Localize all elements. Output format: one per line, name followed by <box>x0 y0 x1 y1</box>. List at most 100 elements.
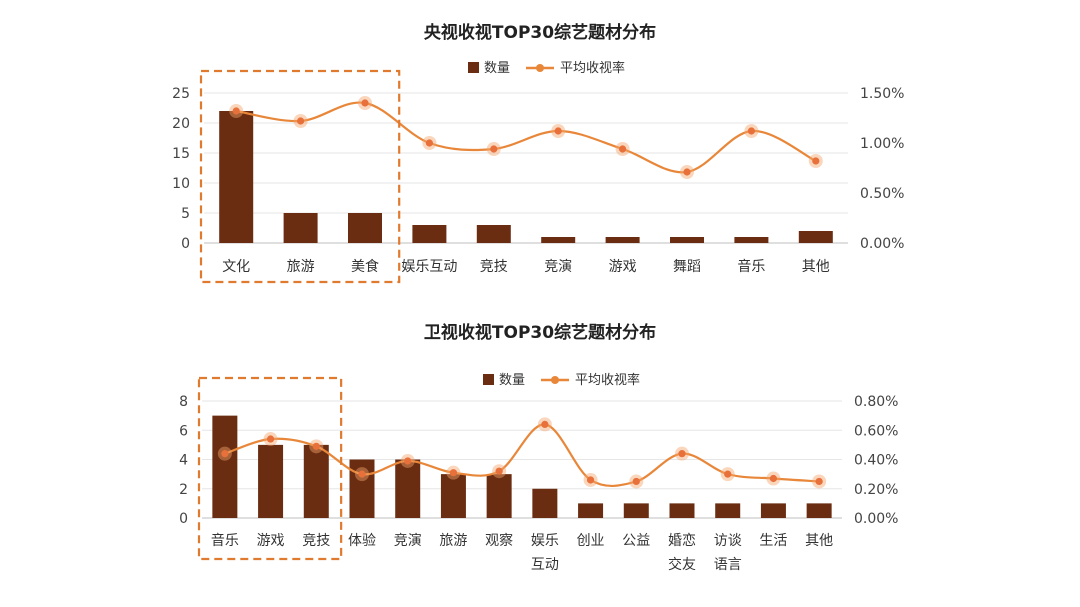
y-tick-label: 20 <box>172 116 190 132</box>
category-label: 美食 <box>351 258 379 275</box>
legend-swatch-marker <box>536 64 544 72</box>
category-label: 生活 <box>759 533 787 549</box>
y2-tick-label: 0.50% <box>860 186 904 202</box>
rating-point-10 <box>812 157 820 165</box>
category-label: 舞蹈 <box>673 259 701 275</box>
bar-8 <box>670 237 704 243</box>
rating-point-3 <box>312 442 320 450</box>
legend-label-bar: 数量 <box>499 373 525 388</box>
y-tick-label: 15 <box>172 146 190 162</box>
bar-1 <box>212 415 238 518</box>
rating-line <box>224 423 820 488</box>
y-tick-label: 0 <box>179 511 188 527</box>
rating-point-6 <box>449 469 458 477</box>
bar-5 <box>395 459 421 518</box>
category-label: 娱乐 <box>531 533 559 549</box>
legend-label-line: 平均收视率 <box>575 372 640 388</box>
rating-point-13 <box>769 474 778 483</box>
y2-tick-label: 1.00% <box>860 136 904 152</box>
category-label: 其他 <box>805 533 833 549</box>
bar-3 <box>348 213 382 243</box>
bar-6 <box>541 237 576 243</box>
legend-swatch-bar <box>468 62 479 73</box>
y-tick-label: 6 <box>179 423 188 439</box>
category-label: 文化 <box>222 259 250 275</box>
y-axis-left: 0 5 10 15 20 25 <box>172 86 190 252</box>
rating-point-7 <box>619 145 627 153</box>
rating-point-8 <box>683 168 691 176</box>
rating-point-4 <box>425 139 433 147</box>
bar-7 <box>605 237 640 243</box>
category-label: 公益 <box>622 533 650 549</box>
category-label: 竞技 <box>480 258 508 275</box>
rating-point-1 <box>232 107 240 115</box>
y-tick-label: 0 <box>181 236 190 252</box>
highlight-box <box>199 69 401 284</box>
bar-9 <box>734 237 769 243</box>
category-label: 竞技 <box>302 532 330 549</box>
category-label: 创业 <box>577 533 605 549</box>
y2-tick-label: 1.50% <box>860 86 904 102</box>
y-axis-right: 0.00% 0.50% 1.00% 1.50% <box>860 86 904 252</box>
y-tick-label: 2 <box>179 482 188 498</box>
category-label: 互动 <box>531 557 559 573</box>
category-label: 音乐 <box>211 532 239 549</box>
category-label: 交友 <box>668 556 696 573</box>
y2-tick-label: 0.80% <box>854 394 898 410</box>
y2-tick-label: 0.00% <box>860 236 904 252</box>
legend: 数量 平均收视率 <box>483 372 640 388</box>
bar-12 <box>715 503 741 518</box>
category-label: 旅游 <box>439 533 467 549</box>
rating-point-2 <box>266 435 275 443</box>
rating-point-4 <box>358 470 366 478</box>
rating-point-9 <box>747 127 756 135</box>
rating-point-2 <box>297 117 305 125</box>
y2-tick-label: 0.00% <box>854 511 898 527</box>
rating-point-6 <box>554 127 562 135</box>
category-label: 旅游 <box>287 259 315 275</box>
bar-9 <box>578 503 604 518</box>
line-series <box>229 96 823 179</box>
chart-title: 卫视收视TOP30综艺题材分布 <box>424 322 656 343</box>
category-label: 体验 <box>348 533 376 549</box>
x-axis-labels: 文化 旅游 美食 娱乐互动 竞技 竞演 游戏 舞蹈 音乐 其他 <box>222 258 830 275</box>
legend: 数量 平均收视率 <box>468 60 625 76</box>
category-label: 语言 <box>714 557 742 573</box>
bar-series <box>212 415 832 518</box>
rating-point-11 <box>678 450 686 458</box>
bar-6 <box>440 474 466 518</box>
rating-point-5 <box>404 457 412 465</box>
rating-point-14 <box>815 477 823 486</box>
legend-label-line: 平均收视率 <box>560 60 625 76</box>
rating-point-5 <box>490 145 498 153</box>
category-label: 竞演 <box>544 258 572 275</box>
y2-tick-label: 0.20% <box>854 482 898 498</box>
category-label: 婚恋 <box>668 532 696 549</box>
category-label: 游戏 <box>609 259 637 275</box>
rating-point-3 <box>361 99 369 107</box>
highlight-box <box>197 376 343 561</box>
category-label: 娱乐互动 <box>401 259 457 275</box>
y-axis-right: 0.00% 0.20% 0.40% 0.60% 0.80% <box>854 394 898 527</box>
category-label: 观察 <box>485 532 513 549</box>
rating-point-10 <box>632 477 640 486</box>
y-tick-label: 10 <box>172 176 190 192</box>
y2-tick-label: 0.60% <box>854 423 898 439</box>
legend-swatch-bar <box>483 374 494 385</box>
category-label: 其他 <box>802 259 830 275</box>
category-label: 游戏 <box>257 533 285 549</box>
bar-3 <box>303 444 329 518</box>
category-label: 音乐 <box>737 258 765 275</box>
bar-10 <box>623 503 649 518</box>
rating-line <box>236 101 817 174</box>
y-tick-label: 5 <box>181 206 190 222</box>
bar-10 <box>798 231 833 243</box>
bar-13 <box>760 503 786 518</box>
y-tick-label: 8 <box>179 394 188 410</box>
bar-4 <box>349 459 375 518</box>
bar-5 <box>476 225 511 243</box>
